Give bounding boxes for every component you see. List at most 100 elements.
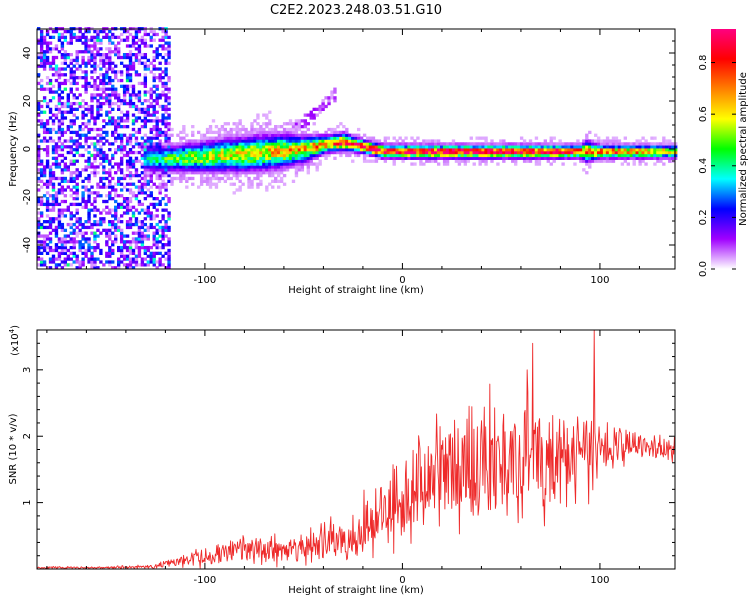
spectrogram-cell [282,153,287,158]
spectrogram-cell [108,168,112,172]
spectrogram-cell [220,159,225,163]
spectrogram-cell [276,156,281,160]
spectrogram-cell [57,245,62,250]
spectrogram-cell [167,266,171,270]
spectrogram-cell [48,208,53,212]
spectrogram-cell [431,156,435,160]
spectrogram-cell [528,139,533,143]
spectrogram-cell [383,159,388,163]
spectrogram-cell [460,142,465,146]
spectrogram-cell [143,78,148,83]
spectrogram-cell [282,145,287,149]
spectrogram-cell [122,254,127,258]
spectrogram-cell [99,145,103,149]
spectrogram-cell [149,93,153,97]
spectrogram-cell [345,145,349,149]
spectrogram-cell [72,78,76,83]
spectrogram-cell [202,171,207,175]
spectrogram-cell [389,150,393,155]
spectrogram-cell [256,122,260,126]
spectrogram-cell [131,182,136,186]
spectrogram-cell [93,208,97,212]
spectrogram-cell [102,199,106,204]
spectrogram-cell [128,55,133,60]
spectrogram-cell [339,136,343,140]
spectrogram-cell [199,173,204,178]
spectrogram-cell [167,87,171,91]
spectrogram-cell [448,150,453,155]
spectrogram-cell [638,159,642,163]
spectrogram-cell [558,148,562,152]
spectrogram-cell [158,225,162,230]
spectrogram-cell [359,139,364,143]
spectrogram-cell [211,165,216,169]
spectrogram-cell [268,122,272,126]
spectrogram-cell [217,171,222,175]
spectrogram-cell [173,159,177,163]
spectrogram-cell [398,153,402,158]
spectrogram-cell [511,153,515,158]
spectrogram-cell [191,165,195,169]
spectrogram-cell [330,127,334,132]
spectrogram-cell [472,153,476,158]
spectrogram-cell [632,156,636,160]
spectrogram-cell [108,251,112,255]
spectrogram-cell [623,156,627,160]
spectrogram-cell [60,133,65,137]
spectrogram-cell [371,145,376,149]
spectrogram-cell [57,176,62,181]
spectrogram-cell [37,240,41,244]
spectrogram-cell [75,197,79,201]
spectrogram-cell [140,101,145,106]
spectrogram-cell [567,148,571,152]
spectrogram-cell [149,173,153,178]
spectrogram-cell [185,162,189,166]
spectrogram-cell [122,90,127,94]
spectrogram-cell [327,139,331,143]
spectrogram-cell [380,150,385,155]
spectrogram-cell [114,162,118,166]
spectrogram-cell [99,220,103,224]
spectrogram-cell [87,104,91,109]
colorbar-label: Normalized spectral amplitude [738,72,749,226]
spectrogram-cell [262,145,266,149]
spectrogram-cell [122,84,127,88]
spectrogram-x-axis-label: Height of straight line (km) [288,285,424,296]
spectrogram-cell [90,93,94,97]
spectrogram-cell [309,162,313,166]
spectrogram-cell [514,156,518,160]
spectrogram-cell [143,159,148,163]
spectrogram-cell [217,168,222,172]
spectrogram-cell [271,156,275,160]
spectrogram-cell [167,162,171,166]
spectrogram-cell [93,81,97,86]
spectrogram-cell [99,96,103,100]
spectrogram-cell [45,220,50,224]
spectrogram-cell [125,245,130,250]
spectrogram-cell [436,150,441,155]
spectrogram-cell [111,208,115,212]
spectrogram-cell [69,67,73,71]
spectrogram-cell [484,145,488,149]
spectrogram-cell [108,38,112,42]
spectrogram-cell [146,104,150,109]
spectrogram-cell [119,55,124,60]
spectrogram-cell [451,150,456,155]
spectrogram-cell [611,148,616,152]
spectrogram-cell [131,231,136,235]
spectrogram-cell [84,90,88,94]
spectrogram-cell [96,194,100,198]
spectrogram-cell [42,136,47,140]
spectrogram-cell [93,78,97,83]
spectrogram-cell [291,156,296,160]
spectrogram-cell [149,148,153,152]
spectrogram-cell [60,55,65,60]
spectrogram-cell [143,173,148,178]
spectrogram-cell [256,156,260,160]
spectrogram-cell [117,99,121,103]
spectrogram-cell [81,104,85,109]
spectrogram-cell [250,145,254,149]
spectrogram-cell [143,263,148,267]
spectrogram-cell [285,133,290,137]
spectrogram-cell [659,145,663,149]
